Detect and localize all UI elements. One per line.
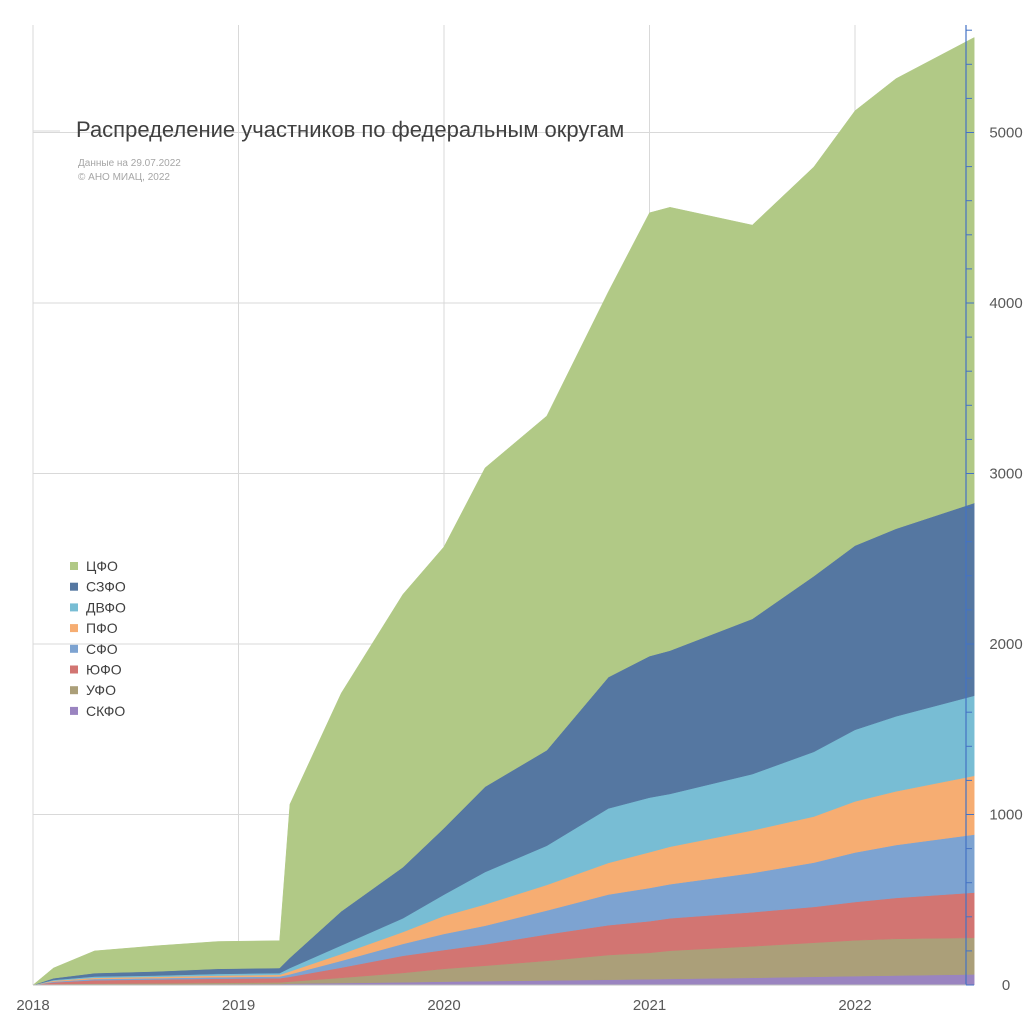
legend-label-3: ПФО [86, 620, 118, 636]
axis-layer: 0 1000 2000 3000 4000 5000 2018 2019 2020 2021 202… [16, 25, 1023, 1014]
chart-annotation-copyright: © АНО МИАЦ, 2022 [78, 172, 170, 183]
x-tick-label-2018: 2018 [16, 997, 49, 1014]
legend-label-4: СФО [86, 641, 118, 657]
legend-swatch-4 [70, 644, 78, 653]
legend-swatch-3 [70, 624, 78, 633]
legend-swatch-6 [70, 686, 78, 695]
x-tick-label-2021: 2021 [633, 997, 666, 1014]
y-tick-label-1000: 1000 [989, 807, 1022, 824]
legend-swatch-5 [70, 665, 78, 674]
legend-label-5: ЮФО [86, 662, 122, 678]
legend-label-1: СЗФО [86, 579, 126, 595]
legend: ЦФО СЗФО ДВФО ПФО СФО ЮФО УФО СКФО [70, 558, 126, 719]
legend-swatch-7 [70, 706, 78, 715]
y-tick-label-0: 0 [1002, 977, 1010, 994]
y-tick-label-2000: 2000 [989, 636, 1022, 653]
legend-swatch-1 [70, 582, 78, 591]
area-layer [32, 37, 975, 986]
legend-swatch-0 [70, 562, 78, 570]
x-tick-label-2019: 2019 [222, 997, 255, 1014]
y-tick-label-5000: 5000 [989, 125, 1022, 142]
x-tick-label-2020: 2020 [427, 997, 460, 1014]
legend-label-2: ДВФО [86, 599, 126, 615]
legend-label-6: УФО [86, 682, 116, 698]
y-tick-label-4000: 4000 [989, 295, 1022, 312]
chart-title: Распределение участников по федеральным … [76, 117, 624, 142]
legend-label-7: СКФО [86, 703, 125, 719]
x-tick-label-2022: 2022 [838, 997, 871, 1014]
legend-swatch-2 [70, 603, 78, 612]
y-tick-label-3000: 3000 [989, 466, 1022, 483]
area-series-7 [32, 37, 975, 986]
legend-label-0: ЦФО [86, 558, 118, 574]
title-layer: Распределение участников по федеральным … [76, 117, 624, 183]
chart-annotation-date: Данные на 29.07.2022 [78, 158, 181, 169]
